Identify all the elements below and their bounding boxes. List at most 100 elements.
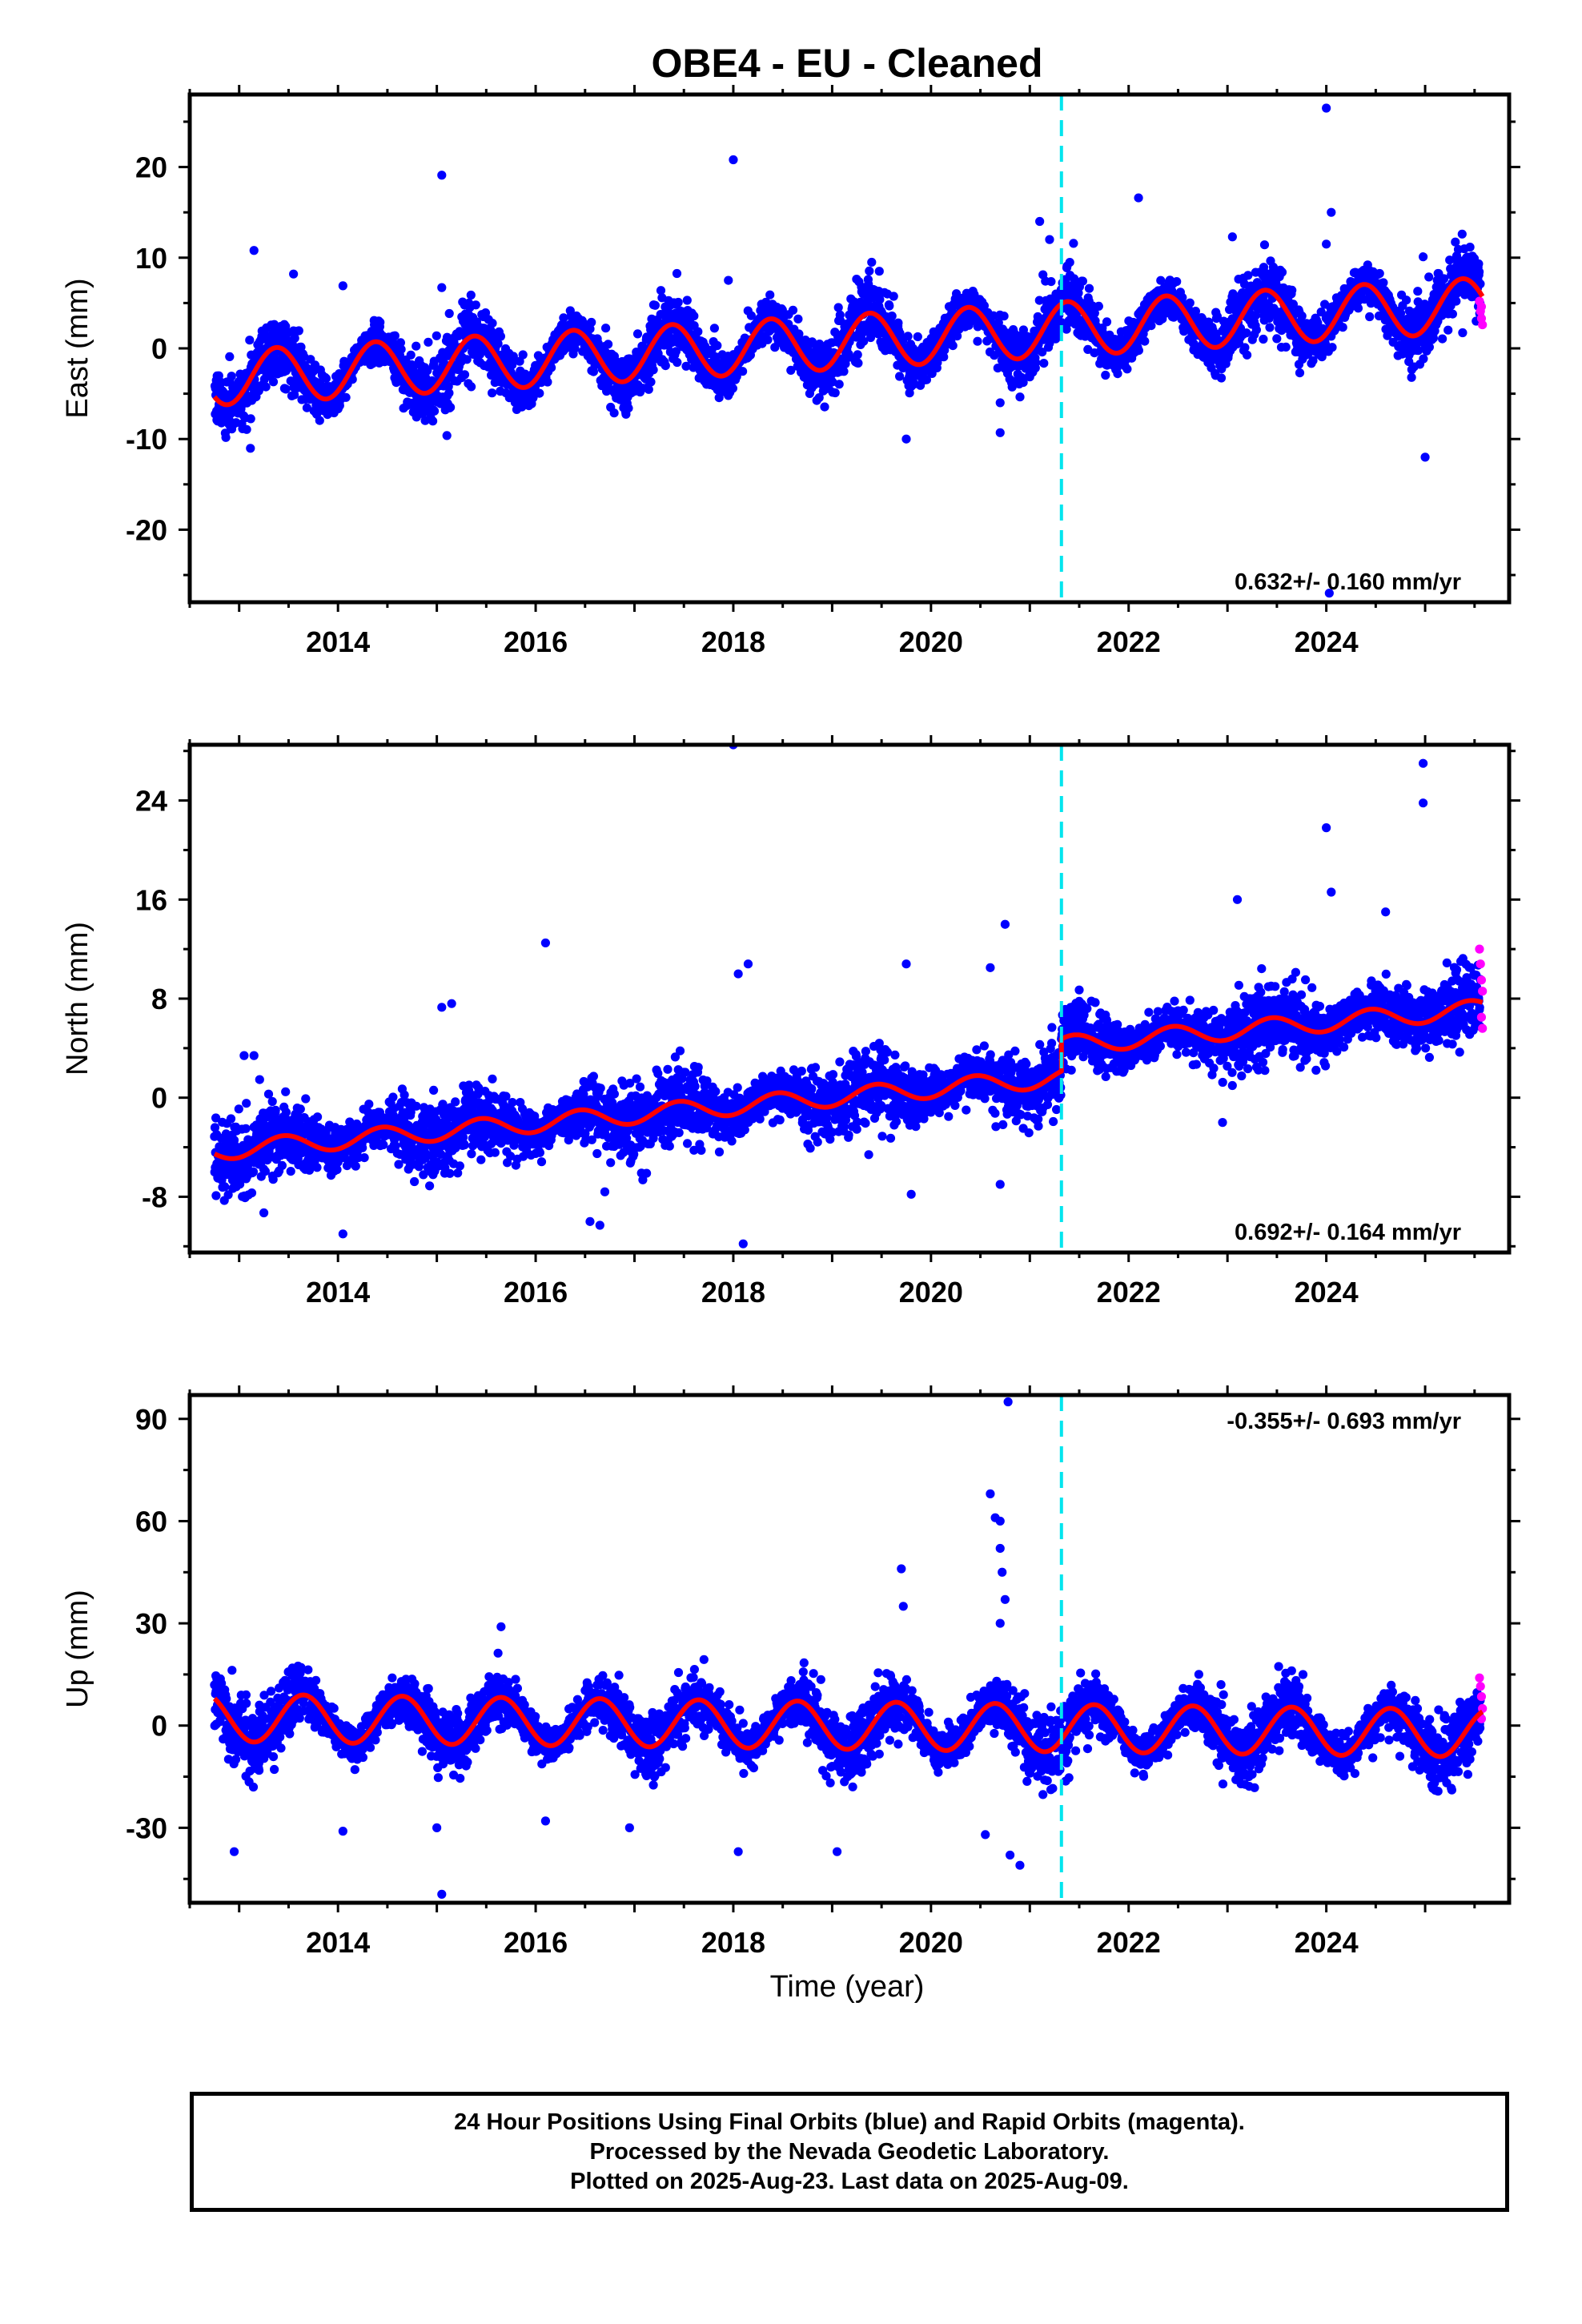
position-point	[786, 365, 796, 375]
position-point	[535, 388, 544, 398]
position-point	[220, 1182, 230, 1192]
position-point	[1452, 296, 1461, 306]
position-point	[661, 361, 670, 371]
position-point	[834, 380, 844, 389]
position-point	[885, 301, 894, 311]
position-point	[508, 360, 517, 370]
position-point	[681, 361, 691, 371]
outlier-point	[1322, 239, 1331, 249]
position-point	[312, 1163, 322, 1172]
position-point	[321, 374, 331, 384]
position-point	[462, 355, 472, 364]
position-point	[1113, 369, 1122, 379]
outlier-point	[289, 269, 299, 279]
position-point	[673, 357, 682, 368]
position-point	[853, 358, 863, 368]
position-point	[765, 290, 775, 300]
position-point	[1419, 354, 1428, 364]
position-point	[267, 1096, 277, 1107]
y-tick-label: 0	[151, 332, 167, 365]
position-point	[406, 350, 416, 360]
position-point	[271, 1105, 280, 1115]
final-orbit-points	[210, 745, 1485, 1248]
y-axis-title: East (mm)	[61, 278, 94, 418]
position-point	[913, 332, 922, 342]
position-point	[261, 382, 271, 392]
position-point	[281, 1087, 291, 1096]
position-point	[1259, 240, 1270, 250]
position-point	[874, 267, 884, 276]
position-point	[245, 336, 255, 345]
position-point	[604, 340, 613, 349]
position-point	[424, 337, 433, 347]
position-point	[268, 377, 279, 387]
position-point	[777, 305, 787, 315]
position-point	[1039, 359, 1049, 368]
position-point	[294, 326, 303, 336]
y-tick-label: -20	[126, 513, 167, 546]
outlier-point	[1322, 103, 1331, 113]
position-point	[1094, 301, 1103, 311]
position-point	[1281, 342, 1291, 352]
position-point	[709, 324, 720, 333]
position-point	[1438, 334, 1447, 344]
position-point	[746, 311, 757, 320]
position-point	[428, 416, 438, 426]
position-point	[281, 384, 291, 394]
position-point	[396, 338, 405, 348]
outlier-point	[729, 155, 738, 165]
position-point	[1465, 243, 1475, 252]
position-point	[656, 286, 666, 296]
position-point	[1134, 346, 1143, 356]
position-point	[1242, 328, 1251, 338]
position-point	[488, 319, 497, 328]
position-point	[444, 382, 453, 392]
position-point	[732, 372, 741, 381]
position-point	[738, 367, 748, 376]
position-point	[713, 340, 722, 351]
position-point	[225, 352, 235, 361]
position-point	[833, 303, 843, 312]
position-point	[1413, 287, 1423, 296]
position-point	[341, 392, 351, 402]
position-point	[396, 344, 406, 354]
position-point	[1101, 370, 1110, 380]
position-point	[277, 1160, 287, 1170]
position-point	[446, 403, 456, 412]
plot-area	[210, 745, 1488, 1248]
position-point	[973, 336, 982, 346]
position-point	[368, 359, 378, 368]
position-point	[286, 1167, 295, 1176]
x-axis-title: Time (year)	[770, 1970, 925, 2004]
outlier-point	[437, 171, 447, 180]
position-point	[242, 1099, 251, 1108]
position-point	[390, 331, 400, 340]
position-point	[1443, 325, 1453, 335]
position-point	[999, 312, 1009, 321]
position-point	[793, 314, 803, 324]
position-point	[335, 400, 344, 411]
position-point	[234, 1104, 243, 1114]
position-point	[375, 317, 385, 328]
position-point	[1065, 258, 1074, 267]
position-point	[841, 359, 850, 368]
position-point	[839, 367, 849, 376]
position-point	[315, 416, 324, 425]
position-point	[1140, 336, 1150, 346]
outlier-point	[437, 283, 447, 292]
position-point	[853, 350, 862, 360]
position-point	[1031, 358, 1041, 368]
position-point	[247, 1188, 257, 1198]
outlier-point	[724, 275, 733, 285]
position-point	[609, 408, 619, 418]
position-point	[814, 393, 824, 403]
position-point	[1185, 298, 1195, 308]
position-point	[471, 300, 480, 310]
outlier-point	[1420, 452, 1430, 462]
position-point	[1365, 312, 1375, 322]
position-point	[430, 406, 440, 416]
position-point	[1272, 334, 1282, 344]
position-point	[646, 377, 656, 387]
position-point	[689, 312, 699, 321]
outlier-point	[995, 428, 1005, 437]
